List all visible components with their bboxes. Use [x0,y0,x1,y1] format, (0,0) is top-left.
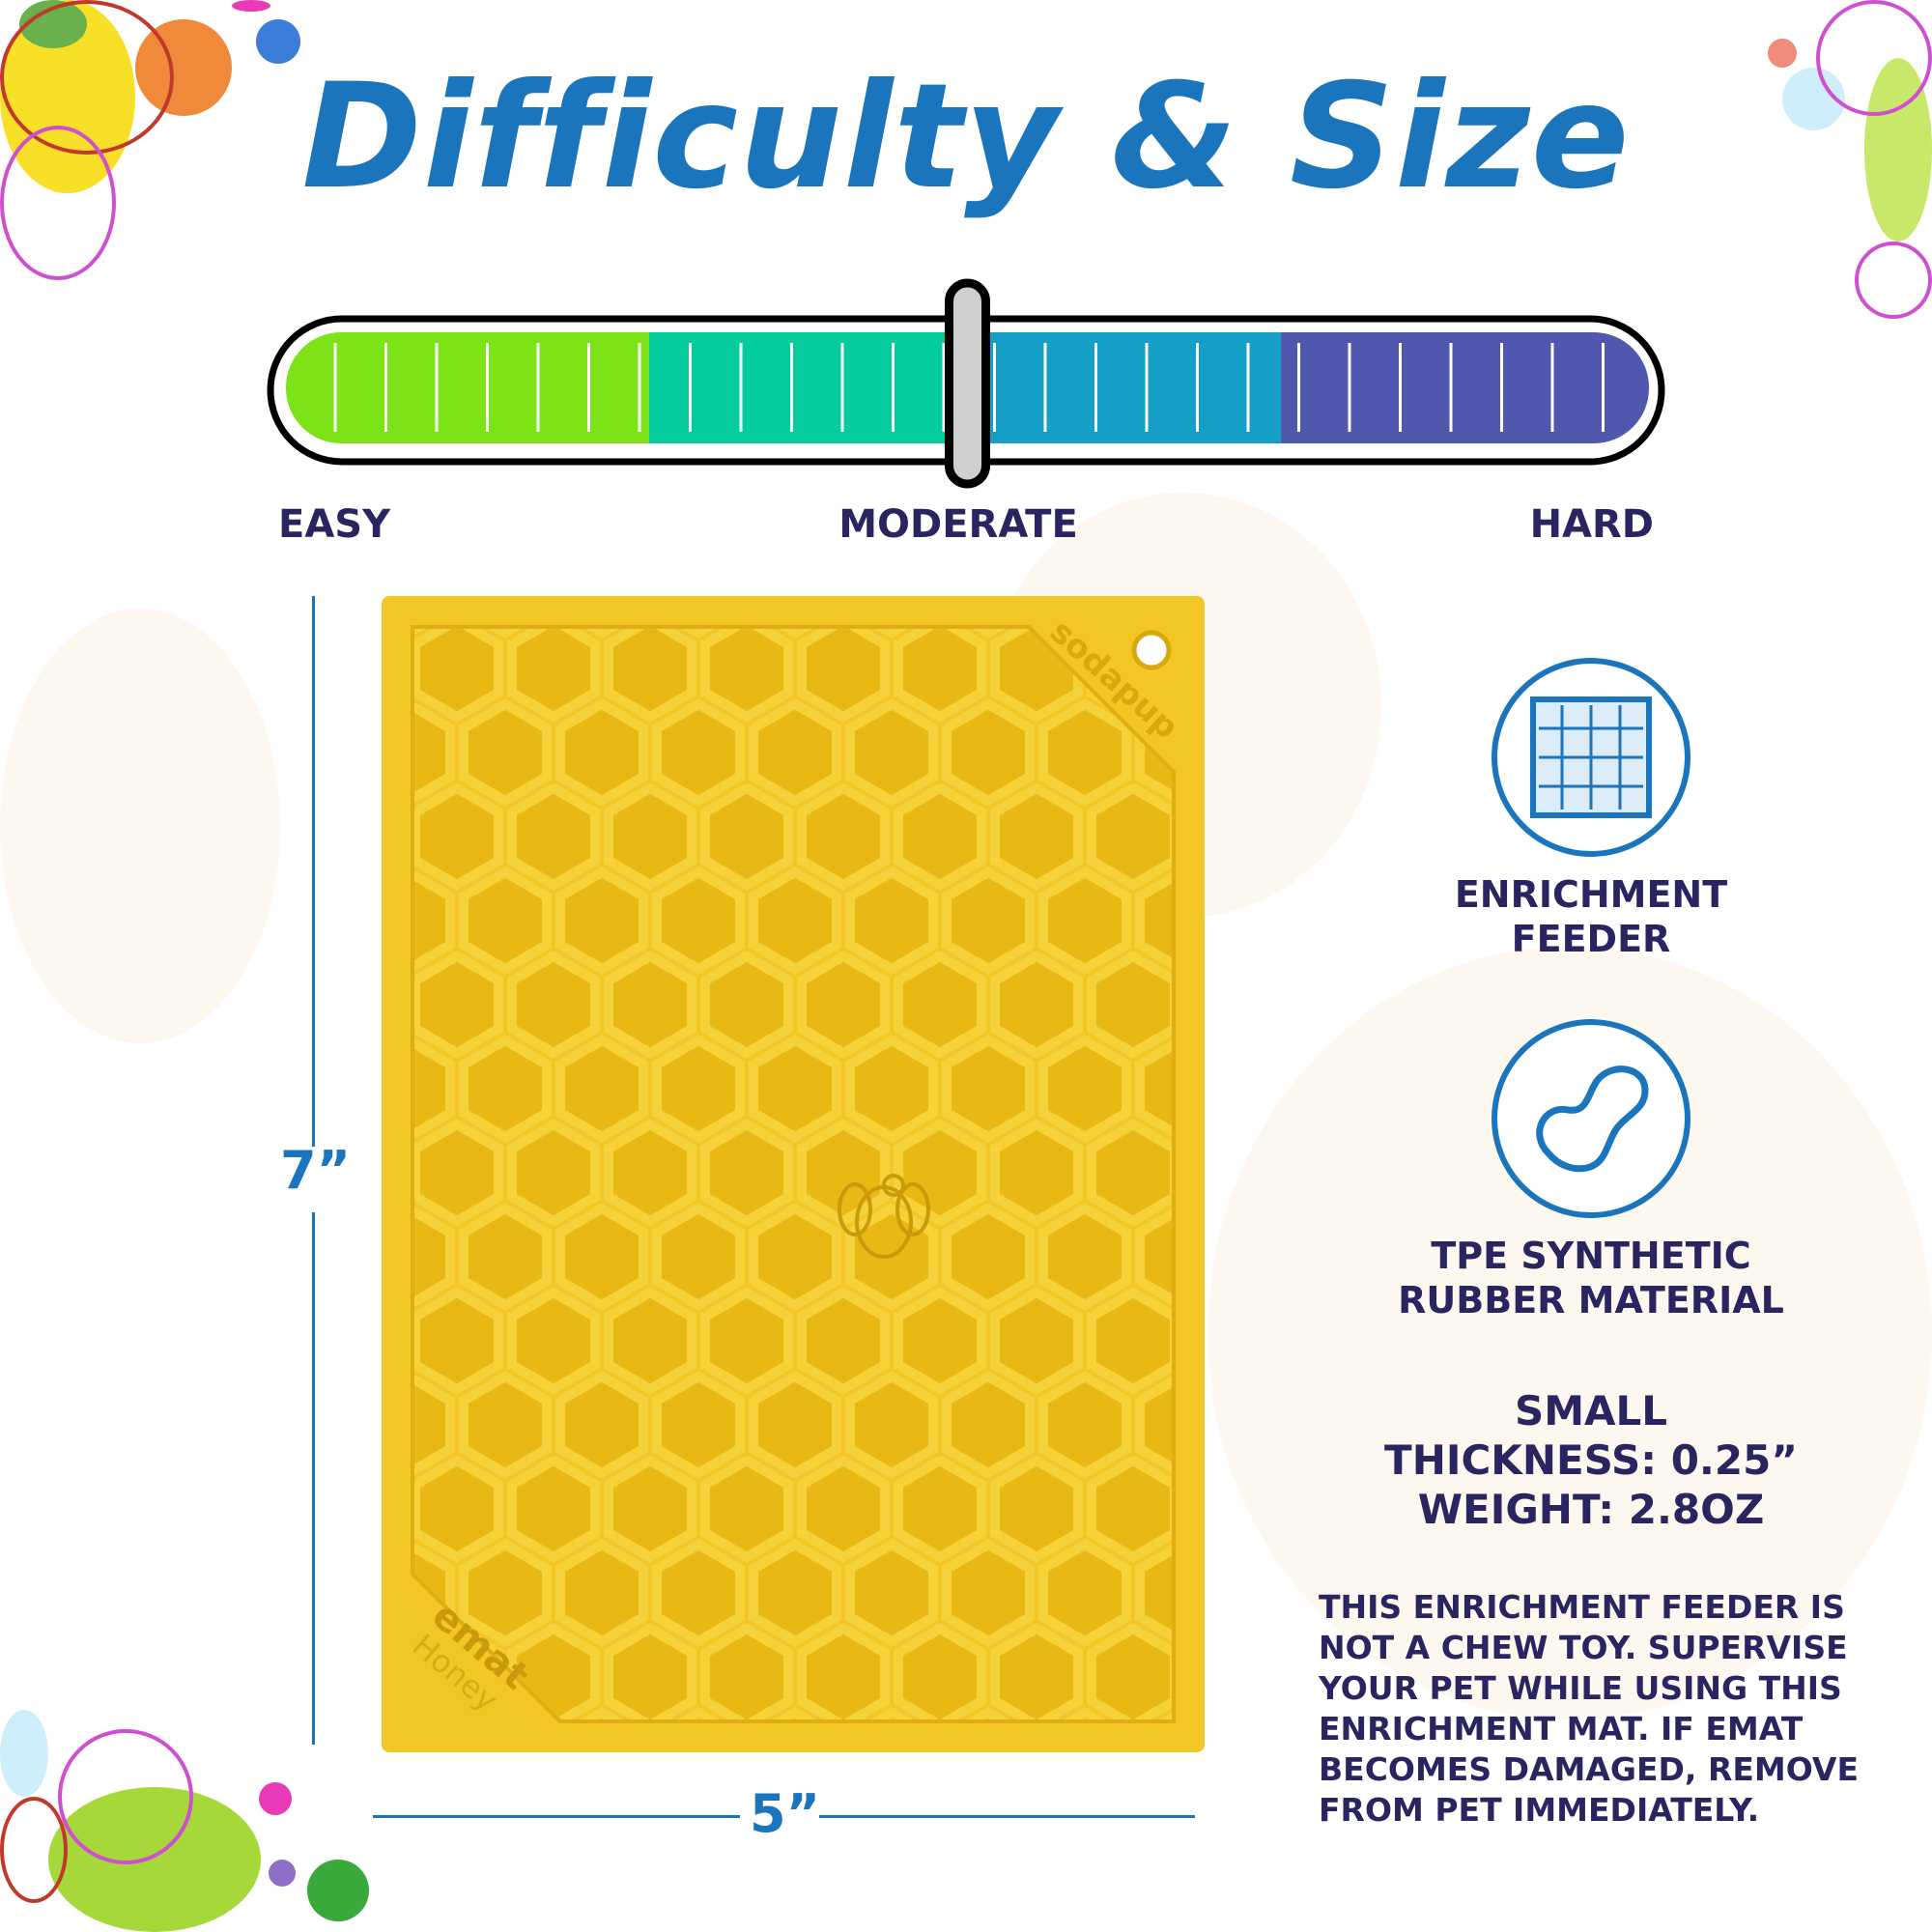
decor-circle [0,1710,48,1797]
feature-line: FEEDER [1511,918,1671,960]
height-label: 7” [280,1140,352,1201]
decor-circle [1855,242,1932,319]
spec-weight: WEIGHT: 2.8OZ [1417,1486,1765,1533]
disclaimer: THIS ENRICHMENT FEEDER IS NOT A CHEW TOY… [1319,1587,1918,1831]
decor-circle [269,1860,296,1887]
page-title: Difficulty & Size [301,53,1631,221]
feature-enrichment: ENRICHMENT FEEDER [1352,872,1830,961]
decor-circle [1816,0,1932,116]
meter-segment [967,332,1281,443]
feature-line: ENRICHMENT [1454,873,1728,916]
decor-circle [0,126,116,280]
height-line [312,1212,315,1745]
feature-line: TPE SYNTHETIC [1431,1235,1751,1277]
decor-circle [307,1860,369,1921]
meter-segment [649,332,967,443]
width-label: 5” [750,1783,821,1844]
decor-circle [58,1729,193,1864]
spec-thickness: THICKNESS: 0.25” [1384,1436,1798,1484]
peanut-shape-icon [1492,1019,1690,1218]
label-hard: HARD [1529,502,1654,547]
disclaimer-line: YOUR PET WHILE USING THIS [1319,1669,1842,1707]
spec-size: SMALL [1514,1387,1668,1435]
honeycomb-lick-mat: sodapup emat Honey [382,596,1205,1752]
meter-segment [286,332,649,443]
difficulty-indicator-handle [945,278,990,489]
puzzle-icon [1492,658,1690,857]
width-line [819,1815,1195,1818]
meter-segment [1281,332,1649,443]
disclaimer-line: ENRICHMENT MAT. IF EMAT [1319,1710,1804,1747]
disclaimer-line: THIS ENRICHMENT FEEDER IS [1319,1588,1845,1626]
decor-circle [232,0,270,12]
decor-circle [256,19,300,64]
feature-material: TPE SYNTHETIC RUBBER MATERIAL [1352,1234,1830,1322]
feature-line: RUBBER MATERIAL [1398,1279,1784,1321]
decor-circle [0,1797,68,1903]
height-line [312,596,315,1147]
decor-circle [259,1782,292,1815]
bee-icon [838,1174,930,1259]
specs: SMALL THICKNESS: 0.25” WEIGHT: 2.8OZ [1352,1386,1830,1534]
label-moderate: MODERATE [838,502,1078,547]
disclaimer-line: FROM PET IMMEDIATELY. [1319,1791,1760,1829]
width-line [373,1815,740,1818]
disclaimer-line: BECOMES DAMAGED, REMOVE [1319,1750,1860,1788]
difficulty-meter [267,278,1665,489]
hanging-hole [1131,630,1172,670]
decor-circle [0,609,280,1043]
decor-circle [1768,39,1797,68]
label-easy: EASY [278,502,391,547]
disclaimer-line: NOT A CHEW TOY. SUPERVISE [1319,1629,1848,1666]
